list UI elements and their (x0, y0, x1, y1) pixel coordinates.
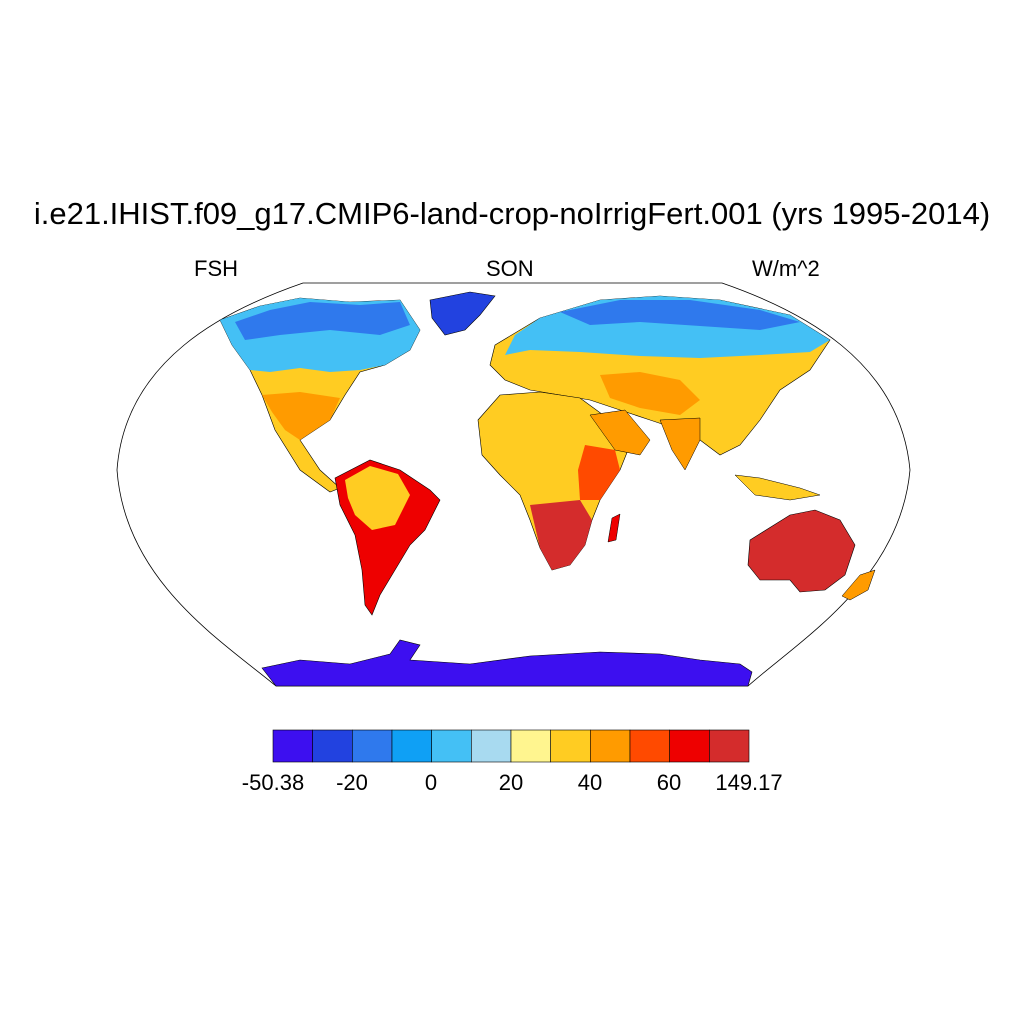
colorbar (272, 729, 750, 763)
colorbar-labels: -50.38 -20 0 20 40 60 149.17 (0, 770, 1024, 800)
indonesia-region (734, 474, 821, 501)
colorbar-swatch (272, 729, 313, 763)
usa-south-region (262, 392, 340, 440)
colorbar-tick-label: 20 (498, 770, 524, 795)
new-zealand-region (841, 569, 876, 601)
map-title: i.e21.IHIST.f09_g17.CMIP6-land-crop-noIr… (33, 196, 991, 231)
southern-africa-region (530, 500, 592, 570)
east-africa-region (578, 445, 620, 500)
amazon-region (345, 466, 410, 530)
colorbar-tick-label: 40 (577, 770, 603, 795)
units-label: W/m^2 (752, 256, 820, 281)
arabia-region (589, 409, 651, 456)
greenland-region (429, 291, 496, 336)
colorbar-tick-label: 149.17 (715, 770, 783, 795)
india-region (659, 417, 701, 471)
colorbar-swatch (471, 729, 512, 763)
colorbar-swatch (431, 729, 472, 763)
arctic-siberia-region (560, 300, 800, 330)
arctic-canada-region (235, 302, 410, 340)
colorbar-swatch (312, 729, 353, 763)
central-asia-region (600, 372, 700, 415)
colorbar-swatch (391, 729, 432, 763)
colorbar-tick-label: -20 (336, 770, 368, 795)
colorbar-swatch (669, 729, 710, 763)
colorbar-swatch (629, 729, 670, 763)
australia-region (747, 509, 856, 593)
colorbar-swatch (709, 729, 750, 763)
madagascar-region (607, 513, 621, 543)
colorbar-tick-label: 60 (656, 770, 682, 795)
colorbar-tick-label: 0 (424, 770, 438, 795)
colorbar-swatch (510, 729, 551, 763)
antarctica-region (261, 639, 753, 687)
colorbar-tick-label: -50.38 (241, 770, 305, 795)
colorbar-swatch (590, 729, 631, 763)
variable-label: FSH (194, 256, 238, 281)
colorbar-swatch (550, 729, 591, 763)
colorbar-swatch (352, 729, 393, 763)
season-label: SON (486, 256, 534, 281)
